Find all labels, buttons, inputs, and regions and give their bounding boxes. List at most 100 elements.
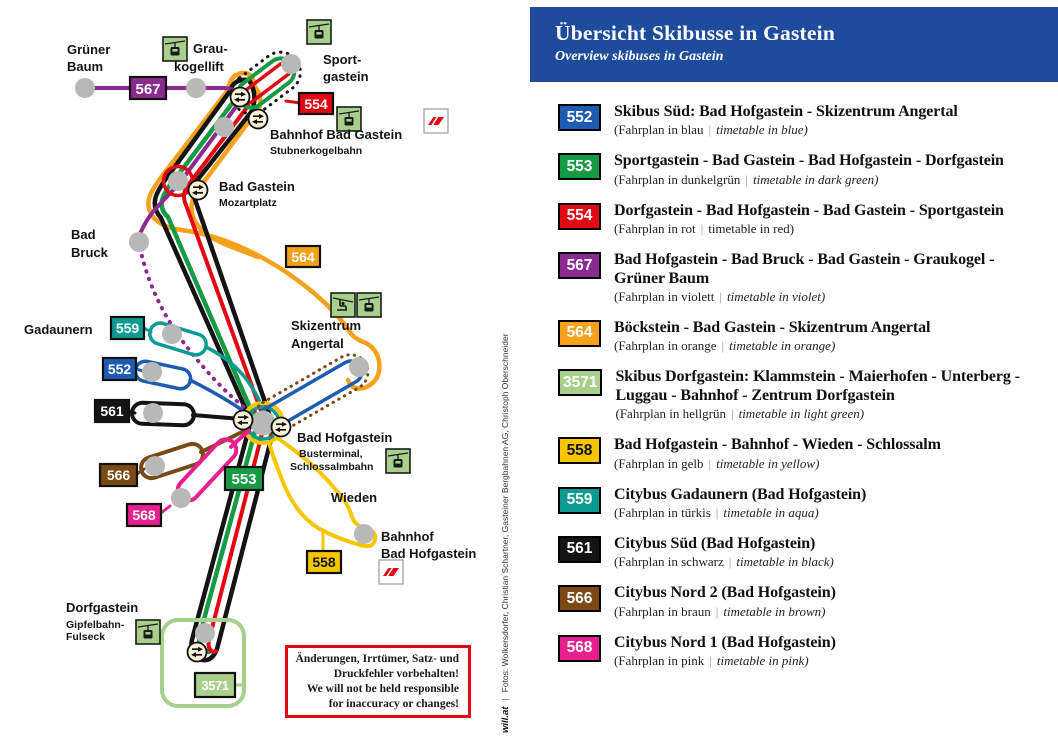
label-bad-gastein: Bad Gastein — [219, 179, 295, 194]
route-title: Dorfgastein - Bad Hofgastein - Bad Gaste… — [614, 201, 1004, 219]
label-graukogellift: Grau- — [193, 41, 228, 56]
page-subtitle: Overview skibuses in Gastein — [555, 49, 724, 64]
route-567-dotted — [138, 246, 254, 415]
map-badge-568: 568 — [125, 502, 163, 528]
label-gruener-baum: Grüner — [67, 42, 110, 57]
route-title: Bad Hofgastein - Bad Bruck - Bad Gastein… — [614, 251, 995, 287]
route-badge-3571: 3571 — [558, 369, 603, 397]
legend-item-554: 554 Dorfgastein - Bad Hofgastein - Bad G… — [558, 202, 1040, 237]
svg-text:568: 568 — [132, 507, 156, 523]
route-badge-552: 552 — [558, 104, 601, 131]
stop-gruener-baum — [75, 78, 95, 98]
route-badge-564: 564 — [558, 319, 601, 347]
route-badge-559: 559 — [558, 486, 601, 514]
route-subtitle: (Fahrplan in rot | timetable in red) — [614, 221, 795, 237]
label-wieden: Wieden — [331, 490, 377, 505]
header-band: Übersicht Skibusse in Gastein Overview s… — [530, 7, 1058, 82]
svg-text:kogellift: kogellift — [174, 59, 225, 74]
label-bad-hofgastein: Bad Hofgastein — [297, 430, 392, 445]
route-title: Skibus Süd: Bad Hofgastein - Skizentrum … — [614, 103, 958, 120]
photo-credits: Fotos: Wolkersdorfer, Christian Schartne… — [500, 333, 510, 693]
route-3571-area — [160, 618, 246, 708]
svg-text:Schlossalmbahn: Schlossalmbahn — [290, 461, 373, 473]
route-subtitle: (Fahrplan in braun | timetable in brown) — [614, 603, 826, 619]
stop-graukogellift — [186, 78, 206, 98]
legend-item-567: 567 Bad Hofgastein - Bad Bruck - Bad Gas… — [558, 251, 1040, 305]
legend-item-564: 564 Böckstein - Bad Gastein - Skizentrum… — [558, 319, 1040, 354]
badge-tick-566 — [135, 467, 146, 476]
route-title: Bad Hofgastein - Bahnhof - Wieden - Schl… — [614, 436, 941, 454]
transfer-icon — [232, 409, 254, 431]
route-subtitle: (Fahrplan in türkis | timetable in aqua) — [614, 504, 819, 520]
route-badge-561: 561 — [558, 535, 601, 563]
page-title: Übersicht Skibusse in Gastein — [555, 21, 835, 45]
map-badge-3571: 3571 — [193, 671, 237, 699]
route-badge-566: 566 — [558, 585, 601, 613]
label-bad-bruck: Bad — [71, 227, 96, 242]
stop-bad-hofgastein-hub — [250, 410, 276, 436]
svg-text:Bruck: Bruck — [71, 245, 109, 260]
map-badge-552: 552 — [101, 356, 138, 382]
angertal-gondola-icon — [356, 292, 382, 318]
route-559-line — [204, 345, 263, 408]
credits-vertical: will.at|Fotos: Wolkersdorfer, Christian … — [500, 333, 511, 733]
svg-text:566: 566 — [107, 467, 131, 483]
map-badge-561: 561 — [93, 398, 131, 424]
label-bahnhof-bad-gastein: Bahnhof Bad Gastein — [270, 127, 402, 142]
label-skizentrum-angertal: Skizentrum — [291, 318, 361, 333]
route-badge-553: 553 — [558, 153, 601, 181]
stop-graukogel — [214, 117, 234, 137]
svg-text:553: 553 — [231, 471, 256, 488]
route-badge-558: 558 — [558, 437, 601, 465]
svg-text:Fulseck: Fulseck — [66, 631, 105, 643]
legend-panel: Übersicht Skibusse in Gastein Overview s… — [530, 0, 1058, 746]
legend-item-566: 566 Citybus Nord 2 (Bad Hofgastein) (Fah… — [558, 584, 1040, 619]
transfer-icon — [270, 416, 292, 438]
route-561-loop — [130, 400, 196, 428]
route-552-line — [188, 378, 247, 414]
route-subtitle: (Fahrplan in hellgrün | timetable in light… — [615, 406, 865, 422]
svg-text:552: 552 — [108, 361, 132, 377]
transfer-icon — [187, 179, 209, 201]
svg-text:Busterminal,: Busterminal, — [299, 448, 363, 460]
route-badge-568: 568 — [558, 634, 601, 662]
map-badge-554: 554 — [297, 91, 335, 116]
route-title: Sportgastein - Bad Gastein - Bad Hofgast… — [614, 152, 1004, 170]
stop-bahnhof-bad-hofgastein — [354, 524, 374, 544]
route-title: Skibus Dorfgastein: Klammstein - Maierho… — [615, 368, 1020, 404]
route-title: Citybus Süd (Bad Hofgastein) — [614, 534, 816, 552]
graukogellift-lift-icon — [162, 36, 188, 62]
route-title: Citybus Nord 1 (Bad Hofgastein) — [614, 633, 836, 651]
disclaimer-box: Änderungen, Irrtümer, Satz- und Druckfeh… — [285, 645, 471, 718]
stop-dorfgastein — [195, 623, 215, 643]
label-sportgastein: Sport- — [323, 52, 361, 67]
route-title: Citybus Nord 2 (Bad Hofgastein) — [614, 584, 836, 602]
badge-tick-568 — [159, 504, 172, 515]
stop-566 — [145, 456, 165, 476]
label-bahnhof-bad-hofgastein: Bahnhof — [381, 529, 434, 544]
trunk-black-line — [152, 77, 277, 663]
stop-mozartplatz — [168, 171, 188, 191]
map-badge-559: 559 — [109, 315, 146, 341]
route-552-town-loop — [133, 359, 193, 391]
svg-text:Gipfelbahn-: Gipfelbahn- — [66, 619, 125, 631]
route-subtitle: (Fahrplan in violett | timetable in violet… — [614, 288, 826, 304]
route-title: Böckstein - Bad Gastein - Skizentrum Ang… — [614, 318, 931, 336]
stop-gadaunern — [162, 324, 182, 344]
route-legend: 552 Skibus Süd: Bad Hofgastein - Skizent… — [530, 82, 1058, 669]
transfer-icon — [229, 86, 251, 108]
skibus-map: 567 554 564 559 552 561 566 568 — [0, 0, 530, 746]
map-badge-566: 566 — [98, 462, 139, 488]
route-subtitle: (Fahrplan in dunkelgrün | timetable in dar… — [614, 171, 879, 187]
svg-text:567: 567 — [135, 81, 160, 98]
svg-text:Bad Hofgastein: Bad Hofgastein — [381, 546, 476, 561]
map-badges: 567 554 564 559 552 561 566 568 — [93, 75, 343, 699]
map-badge-553: 553 — [223, 465, 265, 492]
svg-text:564: 564 — [291, 249, 315, 265]
svg-text:3571: 3571 — [202, 678, 229, 693]
railway-station-icon — [423, 108, 449, 134]
stop-bad-bruck — [129, 232, 149, 252]
transfer-icon — [186, 641, 208, 663]
svg-text:gastein: gastein — [323, 69, 369, 84]
stop-552 — [142, 362, 162, 382]
